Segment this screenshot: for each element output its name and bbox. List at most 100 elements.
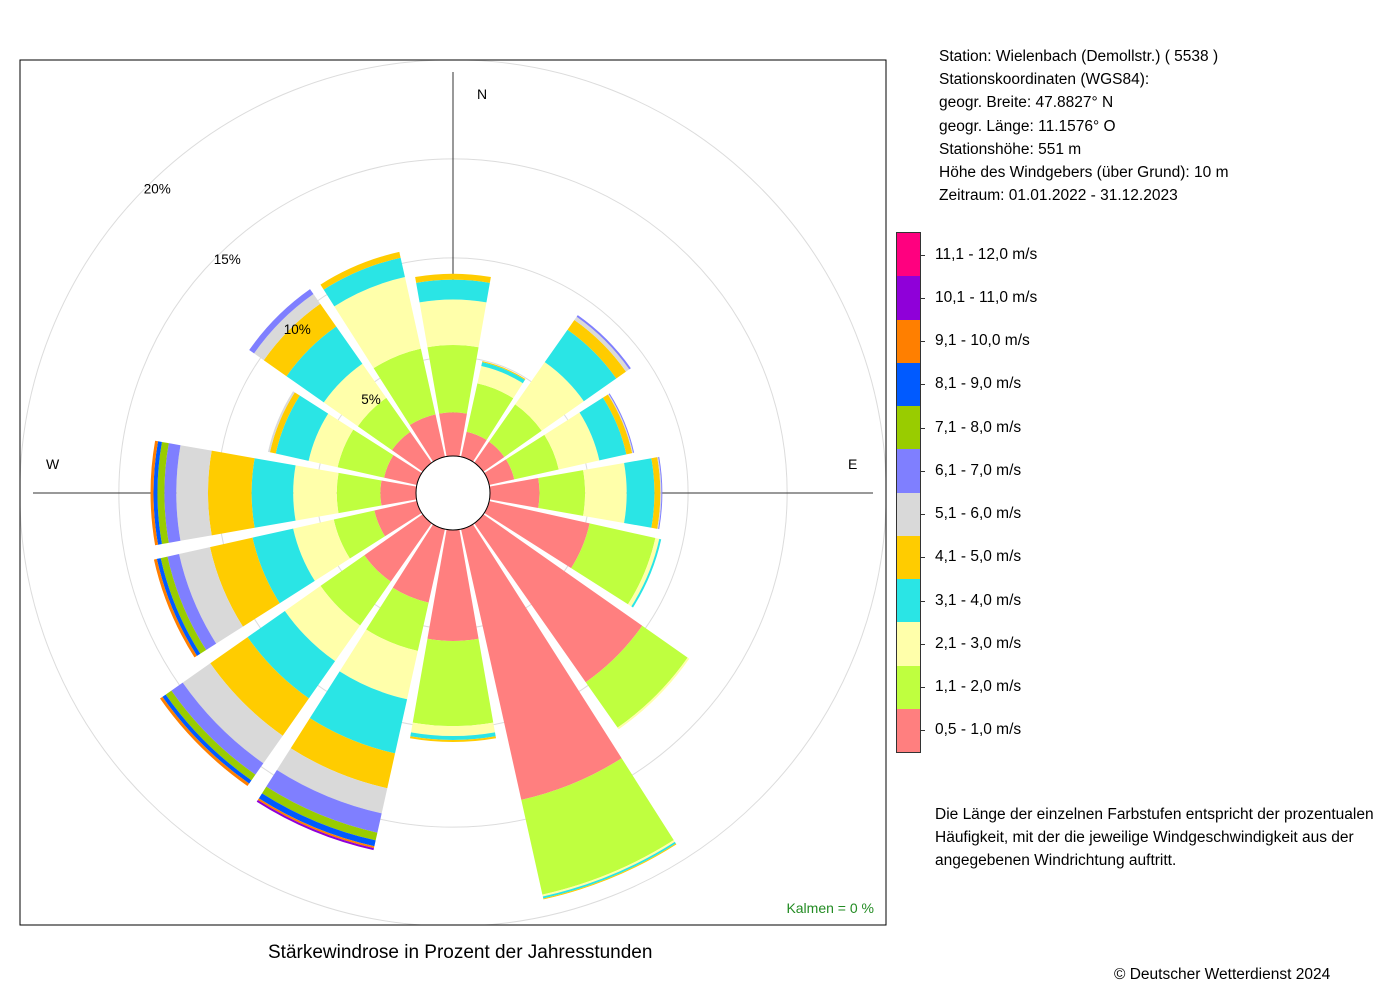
sector-segment (567, 319, 627, 379)
sector-segment (419, 299, 487, 348)
sector-segment (583, 462, 627, 524)
sector-segment (153, 441, 162, 545)
sector-segment (482, 361, 526, 380)
sector-segment (276, 748, 388, 814)
legend-tick (920, 687, 925, 689)
sector-segment (427, 529, 479, 641)
legend-label: 3,1 - 4,0 m/s (935, 591, 1022, 609)
sector-segment (409, 414, 445, 462)
station-name: Station: Wielenbach (Demollstr.) ( 5538 … (939, 48, 1219, 65)
sector-segment (210, 637, 309, 736)
sector-segment (521, 758, 674, 895)
sector-segment (156, 558, 201, 656)
sector-segment (474, 441, 505, 472)
plot-frame (19, 59, 887, 926)
legend-tick (920, 384, 925, 386)
sector-segment (179, 547, 243, 644)
sector-segment (366, 587, 429, 651)
legend-tick (920, 557, 925, 559)
radial-tick-label: 15% (214, 252, 241, 267)
sector-segment (544, 329, 617, 402)
sector-segment (251, 458, 296, 528)
sector-segment (323, 363, 387, 427)
sector-segment (373, 348, 436, 426)
sector-segment (515, 362, 584, 431)
sector-segment (579, 397, 627, 461)
sector-segment (544, 412, 600, 470)
sector-segment (157, 441, 169, 545)
sensor-height: Höhe des Windgebers (über Grund): 10 m (939, 164, 1229, 182)
longitude: geogr. Länge: 11.1576° O (939, 117, 1116, 135)
sector-segment (409, 736, 497, 742)
legend-swatch (897, 276, 920, 320)
sector-segment (411, 722, 495, 737)
sector-segment (477, 366, 523, 399)
sector-segment (275, 395, 329, 461)
sector-segment (658, 456, 663, 530)
sector-segment (167, 553, 217, 650)
sector-segment (391, 431, 432, 472)
radial-tick-label: 10% (284, 322, 311, 337)
sector-segment (165, 690, 256, 781)
sector-segment (474, 514, 643, 683)
legend-label: 10,1 - 11,0 m/s (935, 288, 1038, 306)
sector-segment (574, 316, 630, 372)
sector-segment (484, 501, 590, 569)
note-line: angegebenen Windrichtung auftritt. (935, 852, 1177, 869)
sector-segment (320, 555, 391, 626)
sector-segment (602, 394, 633, 455)
legend-color-bar (896, 232, 921, 753)
sector-segment (333, 510, 386, 559)
sector-segment (505, 434, 559, 480)
period: Zeitraum: 01.01.2022 - 31.12.2023 (939, 187, 1178, 205)
legend-label: 0,5 - 1,0 m/s (935, 721, 1022, 739)
radial-tick-label: 5% (361, 392, 381, 407)
sector-segment (538, 470, 586, 516)
sector-segment (412, 638, 494, 727)
sector-segment (392, 524, 445, 603)
compass-label-w: W (46, 456, 60, 472)
sector-segment (323, 257, 405, 307)
legend-swatch (897, 579, 920, 623)
legend-tick (920, 600, 925, 602)
legend-swatch (897, 319, 920, 363)
sector-segment (308, 413, 354, 468)
sector-segment (182, 663, 283, 764)
sector-segment (380, 480, 417, 506)
legend-label: 8,1 - 9,0 m/s (935, 375, 1022, 393)
legend-label: 1,1 - 2,0 m/s (935, 678, 1022, 696)
sector-segment (309, 671, 408, 754)
legend-tick (920, 643, 925, 645)
sector-segment (293, 465, 339, 521)
legend-swatch (897, 362, 920, 406)
legend-tick (920, 254, 925, 256)
sector-segment (631, 538, 662, 608)
radial-tick-label: 20% (144, 182, 171, 197)
legend-label: 2,1 - 3,0 m/s (935, 634, 1022, 652)
note-line: Die Länge der einzelnen Farbstufen entsp… (935, 806, 1374, 823)
sector-segment (160, 556, 207, 654)
sector-segment (254, 294, 321, 361)
legend-swatch (897, 492, 920, 536)
legend-tick (920, 730, 925, 732)
sector-segment (585, 625, 688, 728)
sector-segment (415, 273, 491, 283)
legend-swatch (897, 406, 920, 450)
sector-segment (269, 392, 300, 454)
sector-segment (293, 519, 350, 581)
sector-segment (284, 585, 361, 662)
legend-swatch (897, 708, 920, 752)
legend-swatch (897, 449, 920, 493)
sector-segment (374, 501, 422, 537)
sector-segment (651, 457, 661, 529)
chart-caption: Stärkewindrose in Prozent der Jahresstun… (268, 942, 653, 963)
sector-segment (334, 277, 421, 369)
sector-segment (571, 523, 656, 605)
sector-segment (627, 538, 660, 607)
legend-tick (920, 427, 925, 429)
sector-segment (461, 524, 622, 800)
sector-segment (209, 537, 280, 627)
station-elevation: Stationshöhe: 551 m (939, 140, 1082, 158)
legend-swatch (897, 665, 920, 709)
sector-segment (207, 450, 255, 536)
